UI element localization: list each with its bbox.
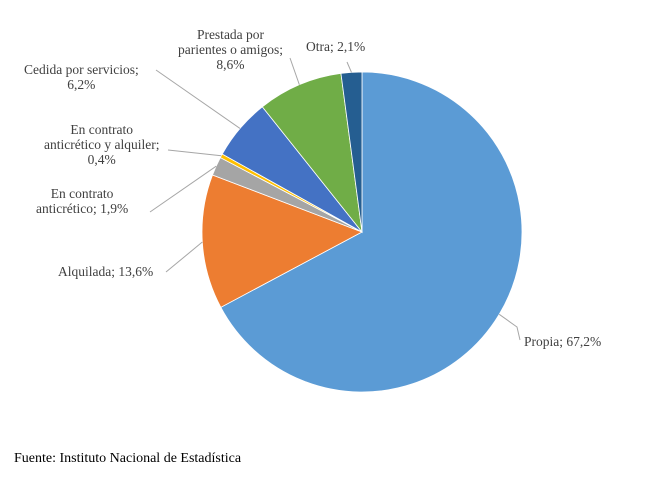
source-note: Fuente: Instituto Nacional de Estadístic… xyxy=(14,451,242,466)
leader-line-propia xyxy=(498,313,521,341)
pie-slice-alquilada xyxy=(201,174,363,308)
pie-chart: Propia; 67,2% Alquilada; 13,6% En contra… xyxy=(24,27,601,393)
data-label-alquilada-line-1: Alquilada; 13,6% xyxy=(58,264,154,279)
leader-line-cedida xyxy=(155,69,241,129)
data-label-anticretico-alquiler-line-1: En contrato xyxy=(70,122,134,137)
leader-line-otra xyxy=(346,61,352,73)
data-label-prestada-line-3: 8,6% xyxy=(216,57,245,72)
data-label-anticretico-line-1: En contrato xyxy=(50,186,114,201)
leader-line-alquilada xyxy=(165,241,203,273)
data-label-cedida-line-1: Cedida por servicios; xyxy=(24,62,139,77)
data-label-otra: Otra; 2,1% xyxy=(306,39,365,54)
data-label-cedida: Cedida por servicios; 6,2% xyxy=(24,62,139,92)
data-label-propia-line-1: Propia; 67,2% xyxy=(524,334,602,349)
data-label-anticretico-alquiler: En contrato anticrético y alquiler; 0,4% xyxy=(44,122,159,167)
data-label-anticretico-alquiler-line-2: anticrético y alquiler; xyxy=(44,137,160,152)
leader-line-anticretico xyxy=(149,165,217,213)
data-label-prestada-line-2: parientes o amigos; xyxy=(178,42,283,57)
data-label-anticretico-alquiler-line-3: 0,4% xyxy=(87,152,116,167)
data-label-alquilada: Alquilada; 13,6% xyxy=(58,264,153,279)
data-label-cedida-line-2: 6,2% xyxy=(67,77,96,92)
data-label-prestada-line-1: Prestada por xyxy=(196,27,265,42)
pie-chart-svg xyxy=(149,57,523,393)
data-label-prestada: Prestada por parientes o amigos; 8,6% xyxy=(178,27,283,72)
data-label-propia: Propia; 67,2% xyxy=(524,334,601,349)
data-label-anticretico: En contrato anticrético; 1,9% xyxy=(36,186,128,216)
data-label-anticretico-line-2: anticrético; 1,9% xyxy=(36,201,129,216)
leader-line-prestada xyxy=(289,57,300,85)
data-label-otra-line-1: Otra; 2,1% xyxy=(306,39,366,54)
pie-slice-propia xyxy=(220,71,523,393)
leader-line-anticretico-alquiler xyxy=(167,149,222,157)
pie-slice-prestada xyxy=(261,72,363,234)
